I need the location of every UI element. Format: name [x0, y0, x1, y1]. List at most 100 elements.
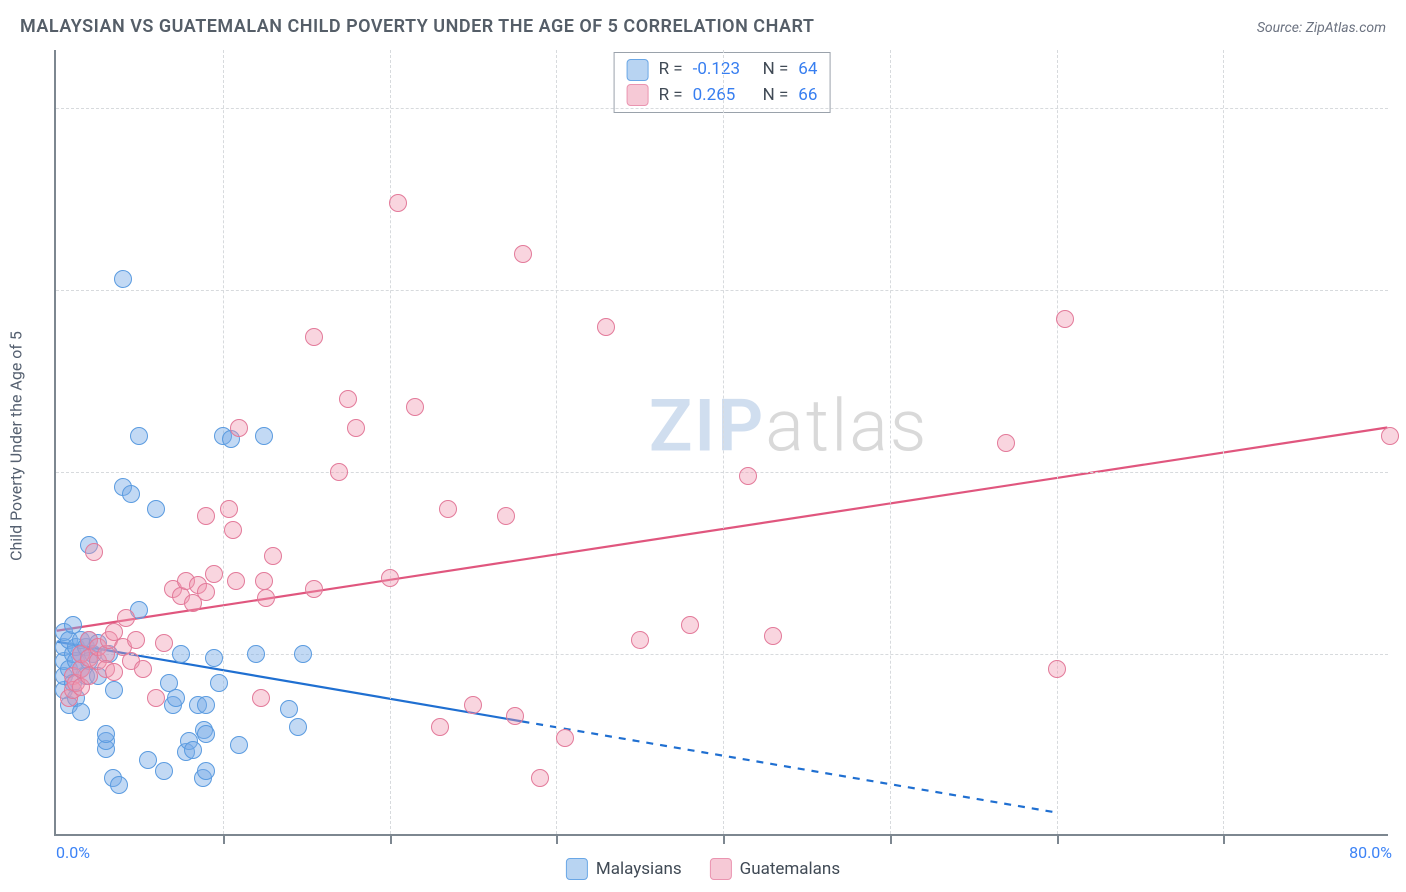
data-point-malaysians [247, 645, 265, 663]
data-point-guatemalans [347, 419, 365, 437]
watermark-zip: ZIP [649, 384, 765, 469]
data-point-guatemalans [997, 434, 1015, 452]
n-label: N = [763, 83, 789, 109]
gridline-vertical [1223, 50, 1224, 834]
source-attribution: Source: ZipAtlas.com [1257, 20, 1386, 36]
data-point-guatemalans [497, 507, 515, 525]
data-point-guatemalans [252, 689, 270, 707]
data-point-malaysians [122, 485, 140, 503]
data-point-guatemalans [134, 660, 152, 678]
gridline-vertical [390, 50, 391, 834]
y-axis-label: Child Poverty Under the Age of 5 [7, 331, 26, 561]
data-point-guatemalans [127, 631, 145, 649]
data-point-guatemalans [255, 572, 273, 590]
data-point-guatemalans [155, 634, 173, 652]
watermark-atlas: atlas [765, 384, 928, 469]
gridline-horizontal [56, 290, 1388, 291]
data-point-malaysians [172, 645, 190, 663]
n-label: N = [763, 57, 789, 83]
gridline-vertical [890, 50, 891, 834]
r-label: R = [659, 57, 683, 83]
correlation-legend: R = -0.123 N = 64 R = 0.265 N = 66 [614, 52, 831, 113]
data-point-guatemalans [220, 500, 238, 518]
gridline-vertical [1057, 50, 1058, 834]
data-point-malaysians [205, 649, 223, 667]
n-value-guatemalans: 66 [798, 83, 817, 109]
data-point-guatemalans [197, 507, 215, 525]
source-prefix: Source: [1257, 20, 1306, 36]
y-tick-label: 50.0% [1396, 463, 1406, 482]
legend-swatch-guatemalans [710, 858, 732, 880]
data-point-malaysians [230, 736, 248, 754]
data-point-guatemalans [197, 583, 215, 601]
legend-swatch-malaysians [566, 858, 588, 880]
data-point-guatemalans [431, 718, 449, 736]
data-point-guatemalans [305, 580, 323, 598]
data-point-guatemalans [389, 194, 407, 212]
n-value-malaysians: 64 [798, 57, 817, 83]
data-point-guatemalans [531, 769, 549, 787]
legend-item-malaysians: Malaysians [566, 858, 682, 880]
x-tick [390, 834, 392, 844]
data-point-malaysians [72, 703, 90, 721]
data-point-malaysians [210, 674, 228, 692]
data-point-malaysians [197, 725, 215, 743]
x-axis-max-label: 80.0% [1349, 843, 1392, 862]
data-point-guatemalans [257, 589, 275, 607]
data-point-malaysians [289, 718, 307, 736]
data-point-malaysians [105, 681, 123, 699]
x-tick [890, 834, 892, 844]
source-name: ZipAtlas.com [1306, 20, 1386, 36]
data-point-malaysians [255, 427, 273, 445]
data-point-guatemalans [739, 467, 757, 485]
data-point-guatemalans [1056, 310, 1074, 328]
data-point-guatemalans [224, 521, 242, 539]
data-point-malaysians [155, 762, 173, 780]
legend-swatch-guatemalans [627, 84, 649, 106]
x-tick [723, 834, 725, 844]
data-point-guatemalans [406, 398, 424, 416]
data-point-guatemalans [1048, 660, 1066, 678]
data-point-guatemalans [85, 543, 103, 561]
data-point-malaysians [197, 762, 215, 780]
data-point-malaysians [97, 725, 115, 743]
data-point-malaysians [167, 689, 185, 707]
scatter-plot-area: ZIPatlas R = -0.123 N = 64 R = 0.265 N =… [54, 50, 1388, 836]
x-tick [223, 834, 225, 844]
data-point-guatemalans [105, 663, 123, 681]
data-point-guatemalans [330, 463, 348, 481]
legend-swatch-malaysians [627, 59, 649, 81]
series-legend: Malaysians Guatemalans [566, 858, 840, 880]
data-point-guatemalans [147, 689, 165, 707]
chart-title: MALAYSIAN VS GUATEMALAN CHILD POVERTY UN… [20, 16, 814, 37]
data-point-guatemalans [681, 616, 699, 634]
x-tick [1223, 834, 1225, 844]
data-point-guatemalans [227, 572, 245, 590]
data-point-guatemalans [464, 696, 482, 714]
data-point-malaysians [280, 700, 298, 718]
y-tick-label: 75.0% [1396, 281, 1406, 300]
data-point-guatemalans [597, 318, 615, 336]
data-point-guatemalans [514, 245, 532, 263]
trend-line [57, 427, 1388, 630]
data-point-guatemalans [230, 419, 248, 437]
legend-label-malaysians: Malaysians [596, 859, 682, 879]
legend-label-guatemalans: Guatemalans [740, 859, 840, 879]
legend-item-guatemalans: Guatemalans [710, 858, 840, 880]
data-point-malaysians [197, 696, 215, 714]
gridline-vertical [723, 50, 724, 834]
trend-line [522, 721, 1054, 812]
data-point-malaysians [294, 645, 312, 663]
data-point-guatemalans [205, 565, 223, 583]
y-tick-label: 25.0% [1396, 645, 1406, 664]
legend-row-malaysians: R = -0.123 N = 64 [627, 57, 818, 83]
data-point-guatemalans [1381, 427, 1399, 445]
data-point-malaysians [139, 751, 157, 769]
watermark: ZIPatlas [649, 384, 929, 469]
data-point-malaysians [114, 270, 132, 288]
data-point-guatemalans [764, 627, 782, 645]
data-point-guatemalans [381, 569, 399, 587]
data-point-malaysians [110, 776, 128, 794]
data-point-guatemalans [439, 500, 457, 518]
legend-row-guatemalans: R = 0.265 N = 66 [627, 83, 818, 109]
